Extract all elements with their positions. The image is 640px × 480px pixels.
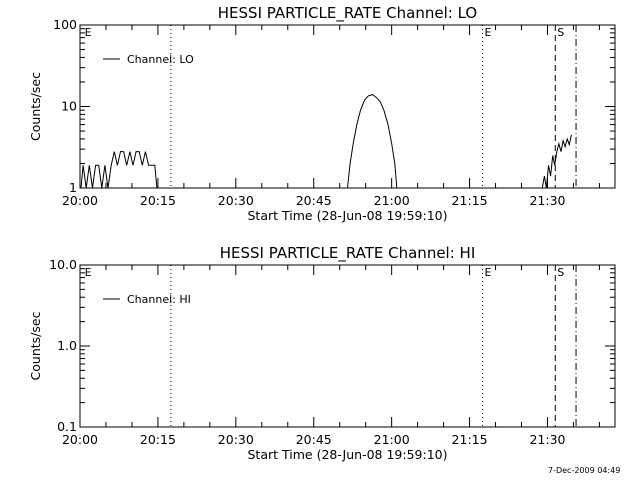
panel1-y-tick-label: 10	[61, 99, 77, 114]
panel2-x-tick-label: 20:30	[218, 432, 254, 447]
panel2-y-axis-label: Counts/sec	[28, 311, 43, 380]
panel1-x-tick-label: 21:30	[529, 193, 565, 208]
panel2-x-tick-label: 21:30	[529, 432, 565, 447]
panel2-x-tick-label: 20:45	[296, 432, 332, 447]
panel2-x-tick-label: 21:15	[452, 432, 488, 447]
panel1-x-tick-label: 20:15	[140, 193, 176, 208]
panel1-x-axis-label: Start Time (28-Jun-08 19:59:10)	[248, 208, 448, 223]
panel1-event-marker-label: E	[485, 26, 492, 39]
panel2-event-marker-label: E	[85, 266, 92, 279]
panel2-event-marker-label: S	[557, 266, 564, 279]
panel2-y-tick-label: 0.1	[57, 419, 77, 434]
panel1-event-marker-label: S	[557, 26, 564, 39]
panel1-y-tick-label: 1	[69, 180, 77, 195]
panel1-x-tick-label: 21:15	[452, 193, 488, 208]
panel2-chart-title: HESSI PARTICLE_RATE Channel: HI	[220, 244, 476, 263]
panel1-plot-frame	[79, 24, 616, 189]
panel1-y-tick-label: 100	[53, 17, 77, 32]
panel1-event-marker-label: E	[85, 26, 92, 39]
panel2-x-axis-label: Start Time (28-Jun-08 19:59:10)	[248, 447, 448, 462]
panel1-legend-label: Channel: LO	[127, 53, 194, 66]
panel1-series-line	[347, 94, 398, 189]
panel1-series-line	[80, 151, 158, 189]
panel2-x-tick-label: 20:00	[62, 432, 98, 447]
generated-timestamp: 7-Dec-2009 04:49	[548, 466, 621, 475]
panel1-x-tick-label: 20:30	[218, 193, 254, 208]
panel1-x-tick-label: 20:00	[62, 193, 98, 208]
panel1-x-tick-label: 20:45	[296, 193, 332, 208]
panel2-plot-frame	[79, 264, 616, 428]
panel2-y-tick-label: 1.0	[57, 338, 77, 353]
panel2-x-tick-label: 21:00	[374, 432, 410, 447]
panel1-series-line	[541, 134, 572, 189]
panel2-y-tick-label: 10.0	[49, 257, 77, 272]
panel1-chart-title: HESSI PARTICLE_RATE Channel: LO	[218, 4, 477, 23]
panel1-x-tick-label: 21:00	[374, 193, 410, 208]
panel2-event-marker-label: E	[485, 266, 492, 279]
panel1-y-axis-label: Counts/sec	[28, 72, 43, 141]
panel2-x-tick-label: 20:15	[140, 432, 176, 447]
panel2-legend-label: Channel: HI	[127, 293, 191, 306]
